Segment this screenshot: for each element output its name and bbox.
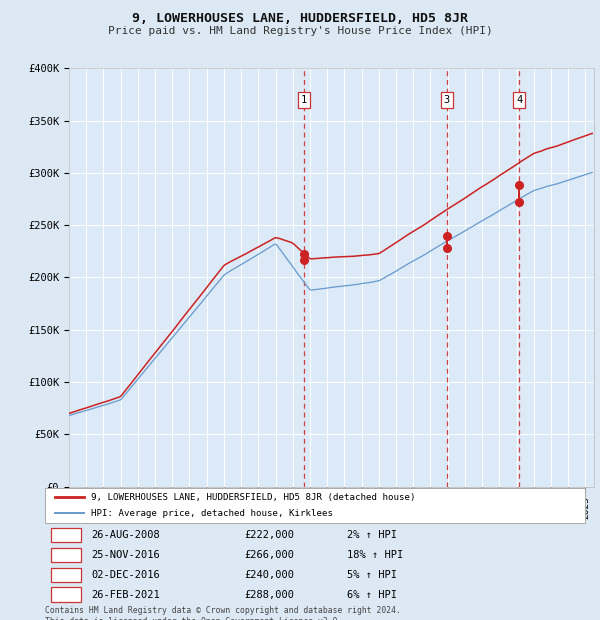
Text: 3: 3 <box>63 570 70 580</box>
Text: £288,000: £288,000 <box>245 590 295 600</box>
Text: 26-FEB-2021: 26-FEB-2021 <box>91 590 160 600</box>
Text: 6% ↑ HPI: 6% ↑ HPI <box>347 590 397 600</box>
Text: 9, LOWERHOUSES LANE, HUDDERSFIELD, HD5 8JR (detached house): 9, LOWERHOUSES LANE, HUDDERSFIELD, HD5 8… <box>91 493 415 502</box>
Text: 4: 4 <box>63 590 70 600</box>
FancyBboxPatch shape <box>52 567 81 582</box>
FancyBboxPatch shape <box>52 587 81 602</box>
Text: 4: 4 <box>516 95 522 105</box>
Text: Price paid vs. HM Land Registry's House Price Index (HPI): Price paid vs. HM Land Registry's House … <box>107 26 493 36</box>
Text: 1: 1 <box>63 530 70 540</box>
Text: 2: 2 <box>63 550 70 560</box>
Text: 5% ↑ HPI: 5% ↑ HPI <box>347 570 397 580</box>
Text: 1: 1 <box>301 95 307 105</box>
Text: 26-AUG-2008: 26-AUG-2008 <box>91 530 160 540</box>
Text: 9, LOWERHOUSES LANE, HUDDERSFIELD, HD5 8JR: 9, LOWERHOUSES LANE, HUDDERSFIELD, HD5 8… <box>132 12 468 25</box>
FancyBboxPatch shape <box>52 547 81 562</box>
Text: Contains HM Land Registry data © Crown copyright and database right 2024.
This d: Contains HM Land Registry data © Crown c… <box>45 606 401 620</box>
Text: HPI: Average price, detached house, Kirklees: HPI: Average price, detached house, Kirk… <box>91 509 333 518</box>
Text: £240,000: £240,000 <box>245 570 295 580</box>
Text: 18% ↑ HPI: 18% ↑ HPI <box>347 550 404 560</box>
Text: £222,000: £222,000 <box>245 530 295 540</box>
Text: 25-NOV-2016: 25-NOV-2016 <box>91 550 160 560</box>
Text: £266,000: £266,000 <box>245 550 295 560</box>
Text: 3: 3 <box>444 95 450 105</box>
Text: 02-DEC-2016: 02-DEC-2016 <box>91 570 160 580</box>
FancyBboxPatch shape <box>52 528 81 542</box>
Text: 2% ↑ HPI: 2% ↑ HPI <box>347 530 397 540</box>
